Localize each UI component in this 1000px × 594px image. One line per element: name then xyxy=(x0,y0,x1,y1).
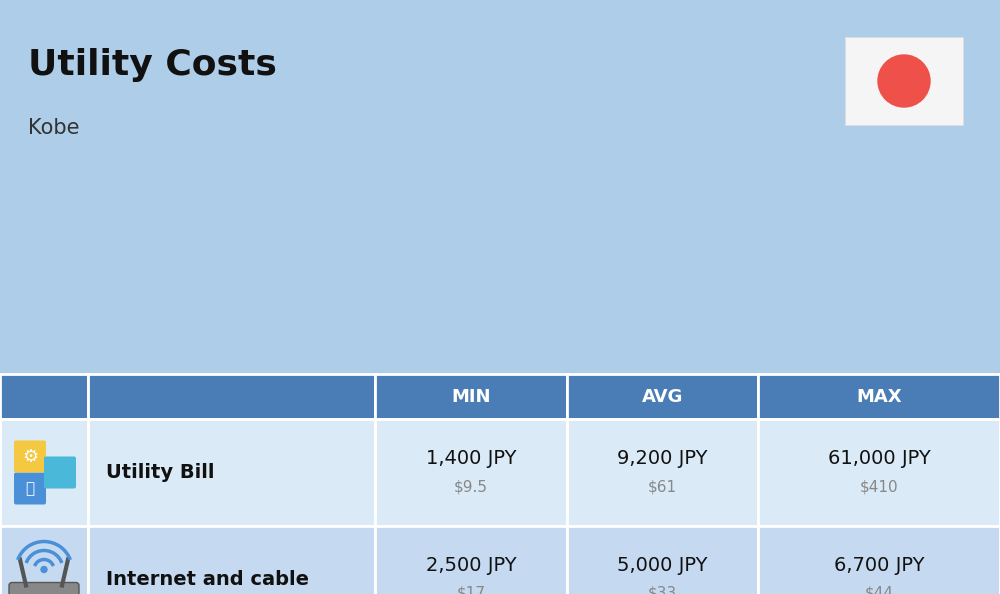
Text: $61: $61 xyxy=(648,479,677,494)
Text: Utility Bill: Utility Bill xyxy=(106,463,214,482)
Bar xyxy=(375,374,567,419)
Text: MIN: MIN xyxy=(451,387,491,406)
Text: $44: $44 xyxy=(864,586,894,594)
Text: 🔌: 🔌 xyxy=(25,481,35,496)
Text: 5,000 JPY: 5,000 JPY xyxy=(617,556,708,575)
Bar xyxy=(0,419,88,526)
Text: 9,200 JPY: 9,200 JPY xyxy=(617,449,708,468)
FancyBboxPatch shape xyxy=(44,457,76,488)
FancyBboxPatch shape xyxy=(14,472,46,504)
Bar xyxy=(375,419,567,526)
Bar xyxy=(758,526,1000,594)
Text: $9.5: $9.5 xyxy=(454,479,488,494)
FancyBboxPatch shape xyxy=(845,37,963,125)
Text: Utility Costs: Utility Costs xyxy=(28,48,277,82)
Text: AVG: AVG xyxy=(642,387,683,406)
Bar xyxy=(88,374,375,419)
Text: $410: $410 xyxy=(860,479,898,494)
Text: 2,500 JPY: 2,500 JPY xyxy=(426,556,516,575)
Text: 6,700 JPY: 6,700 JPY xyxy=(834,556,924,575)
Text: $33: $33 xyxy=(648,586,677,594)
Bar xyxy=(0,526,88,594)
Text: ⚙: ⚙ xyxy=(22,447,38,466)
Text: $17: $17 xyxy=(456,586,486,594)
Bar xyxy=(0,374,88,419)
FancyBboxPatch shape xyxy=(14,441,46,472)
Bar xyxy=(567,374,758,419)
Text: 61,000 JPY: 61,000 JPY xyxy=(828,449,930,468)
Bar xyxy=(758,374,1000,419)
Text: MAX: MAX xyxy=(856,387,902,406)
Bar xyxy=(567,526,758,594)
Text: Kobe: Kobe xyxy=(28,118,80,138)
Text: Internet and cable: Internet and cable xyxy=(106,570,309,589)
Bar xyxy=(375,526,567,594)
Circle shape xyxy=(41,567,47,573)
FancyBboxPatch shape xyxy=(9,583,79,594)
Bar xyxy=(88,419,375,526)
Text: 1,400 JPY: 1,400 JPY xyxy=(426,449,516,468)
Circle shape xyxy=(878,55,930,107)
Bar xyxy=(88,526,375,594)
Bar xyxy=(567,419,758,526)
Bar xyxy=(758,419,1000,526)
